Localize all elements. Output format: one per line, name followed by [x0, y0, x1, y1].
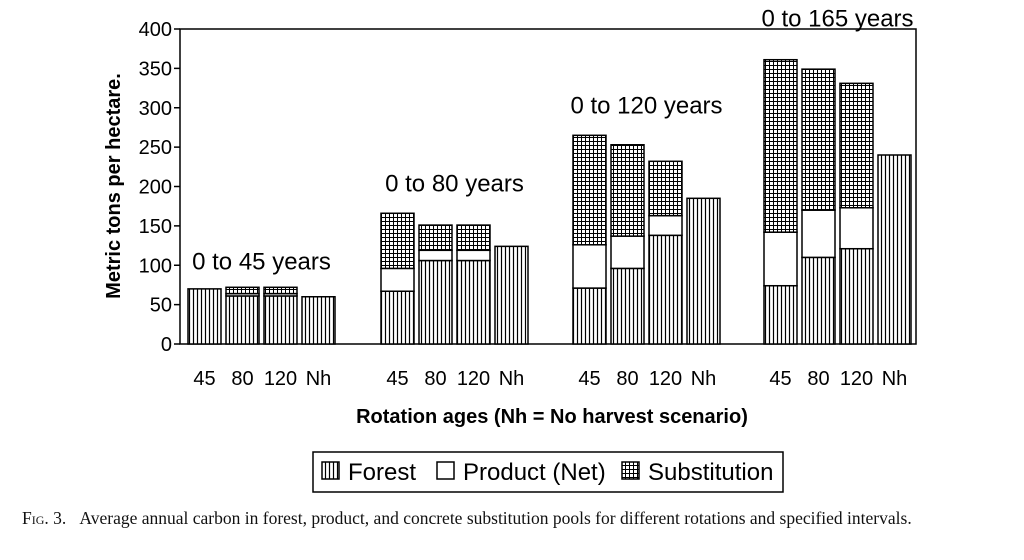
bar-segment-forest [380, 290, 415, 345]
bar-segment-forest [494, 245, 529, 345]
x-tick-label: 80 [231, 368, 253, 390]
y-tick-label: 50 [150, 295, 172, 317]
bar-segment-forest [418, 259, 453, 345]
bar-segment-forest [187, 288, 222, 345]
bar-segment-product [839, 207, 874, 250]
bar-segment-substitution [572, 134, 607, 246]
y-axis: 0 50 100 150 200 250 300 350 400 [139, 19, 180, 356]
bar-segment-forest [763, 284, 798, 345]
legend-border [312, 451, 784, 493]
bar-segment-forest [610, 267, 645, 345]
bar-segment-forest [456, 259, 491, 345]
interval-label: 0 to 165 years [761, 6, 913, 33]
x-axis: 45 80 120 Nh 45 80 120 Nh 45 80 120 Nh 45 80 120 Nh [193, 368, 907, 390]
x-tick-label: Nh [691, 368, 717, 390]
x-tick-label: 80 [807, 368, 829, 390]
bar-segment-forest [686, 197, 721, 345]
x-axis-label: Rotation ages (Nh = No harvest scenario) [356, 406, 748, 428]
y-tick-label: 0 [161, 334, 172, 356]
x-tick-label: 80 [616, 368, 638, 390]
bar-segment-substitution [263, 286, 298, 295]
bar-segment-substitution [801, 68, 836, 211]
x-tick-label: 45 [578, 368, 600, 390]
legend-swatch-forest [321, 461, 340, 480]
x-tick-label: 120 [457, 368, 490, 390]
figure-label: Fig. 3. [22, 508, 67, 528]
bar-segment-product [456, 249, 491, 262]
bar-segment-forest [801, 256, 836, 345]
x-tick-label: 120 [264, 368, 297, 390]
bar-segment-substitution [456, 224, 491, 252]
bar-segment-product [648, 214, 683, 237]
legend-label: Forest [348, 459, 416, 486]
y-tick-label: 250 [139, 137, 172, 159]
y-tick-label: 100 [139, 255, 172, 277]
x-tick-label: 80 [424, 368, 446, 390]
x-tick-label: 45 [386, 368, 408, 390]
legend-label: Product (Net) [463, 459, 606, 486]
legend-swatch-product [436, 461, 455, 480]
interval-label: 0 to 120 years [570, 92, 722, 119]
bar-segment-substitution [763, 58, 798, 233]
bar-segment-forest [877, 154, 912, 345]
bar-segment-product [418, 249, 453, 262]
bar-segment-forest [572, 287, 607, 345]
bar-segment-product [572, 244, 607, 289]
legend: Forest Product (Net) Substitution [312, 451, 784, 493]
bar-segment-substitution [380, 212, 415, 270]
y-axis-label: Metric tons per hectare. [103, 73, 125, 299]
x-tick-label: Nh [306, 368, 332, 390]
bar-segment-substitution [648, 160, 683, 217]
y-tick-label: 400 [139, 19, 172, 41]
interval-label: 0 to 45 years [192, 248, 331, 275]
y-tick-label: 350 [139, 58, 172, 80]
bar-segment-substitution [418, 224, 453, 252]
y-tick-label: 200 [139, 177, 172, 199]
bar-segment-forest [648, 234, 683, 345]
figure-caption: Fig. 3. Average annual carbon in forest,… [22, 508, 1012, 528]
bar-segment-forest [301, 296, 336, 345]
y-tick-label: 150 [139, 216, 172, 238]
legend-swatch-substitution [621, 461, 640, 480]
bar-segment-substitution [610, 144, 645, 237]
bar-segment-product [380, 267, 415, 292]
bar-segment-product [801, 209, 836, 259]
bar-segment-substitution [225, 286, 260, 295]
interval-label: 0 to 80 years [385, 170, 524, 197]
caption-text: Average annual carbon in forest, product… [79, 508, 912, 528]
interval-labels: 0 to 45 years 0 to 80 years 0 to 120 years… [192, 6, 913, 276]
x-tick-label: 120 [649, 368, 682, 390]
y-tick-label: 300 [139, 98, 172, 120]
carbon-chart: Metric tons per hectare. 0 50 100 150 200 250… [103, 6, 917, 493]
legend-label: Substitution [648, 459, 773, 486]
bar-segment-forest [225, 295, 260, 345]
plot-area [179, 28, 917, 345]
x-tick-label: 120 [840, 368, 873, 390]
x-tick-label: 45 [769, 368, 791, 390]
x-tick-label: 45 [193, 368, 215, 390]
bar-segment-forest [839, 247, 874, 345]
plot-frame [179, 28, 917, 345]
bar-segment-forest [263, 295, 298, 345]
bar-segment-product [763, 231, 798, 287]
bar-segment-substitution [839, 82, 874, 209]
x-tick-label: Nh [499, 368, 525, 390]
x-tick-label: Nh [882, 368, 908, 390]
bar-segment-product [610, 235, 645, 270]
